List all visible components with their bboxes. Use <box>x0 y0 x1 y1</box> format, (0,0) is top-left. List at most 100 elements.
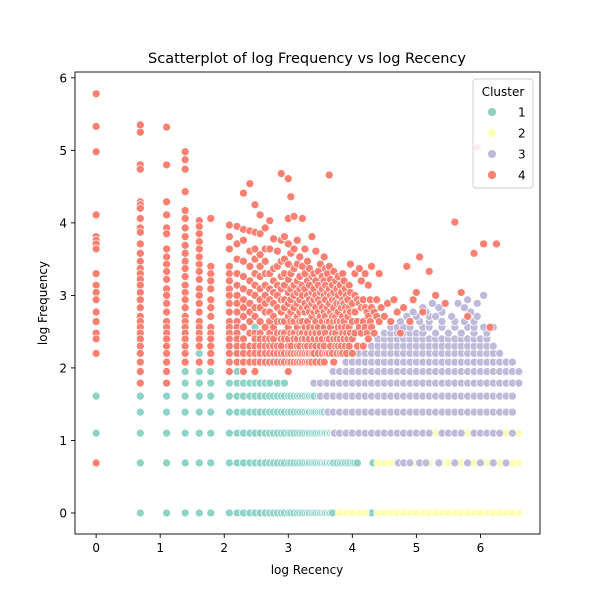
point-cluster-1 <box>180 458 190 468</box>
point-cluster-4 <box>162 378 171 388</box>
legend-title: Cluster <box>482 85 525 99</box>
point-cluster-4 <box>206 262 216 271</box>
point-cluster-4 <box>180 303 190 313</box>
point-cluster-4 <box>245 317 255 326</box>
plot-frame <box>74 71 541 535</box>
point-cluster-1 <box>91 428 101 438</box>
point-cluster-4 <box>194 229 204 239</box>
point-cluster-4 <box>206 276 216 286</box>
x-axis-label: log Recency <box>271 563 344 577</box>
y-tick-label: 3 <box>59 289 67 303</box>
point-cluster-4 <box>206 349 216 358</box>
point-cluster-4 <box>91 458 101 468</box>
point-cluster-4 <box>250 312 260 321</box>
point-cluster-4 <box>239 322 248 332</box>
point-cluster-4 <box>180 272 190 281</box>
point-cluster-4 <box>91 317 101 326</box>
point-cluster-4 <box>239 256 248 266</box>
point-cluster-4 <box>180 256 190 266</box>
point-cluster-4 <box>162 122 171 132</box>
point-cluster-4 <box>232 239 242 249</box>
point-cluster-1 <box>225 428 234 438</box>
point-cluster-4 <box>344 341 354 351</box>
point-cluster-4 <box>162 259 171 269</box>
series-cluster-2 <box>335 428 524 518</box>
point-cluster-4 <box>255 317 265 326</box>
point-cluster-4 <box>180 155 190 165</box>
point-cluster-3 <box>434 303 444 313</box>
point-cluster-4 <box>269 234 278 244</box>
point-cluster-1 <box>194 407 204 417</box>
point-cluster-4 <box>412 288 421 297</box>
y-axis: 0 1 2 3 4 5 6 <box>59 71 75 520</box>
point-cluster-4 <box>402 262 412 271</box>
y-tick-label: 1 <box>59 434 67 448</box>
point-cluster-3 <box>508 357 517 367</box>
point-cluster-4 <box>265 244 275 254</box>
point-cluster-4 <box>180 357 190 367</box>
point-cluster-2 <box>360 508 370 518</box>
point-cluster-3 <box>434 458 444 468</box>
point-cluster-1 <box>180 508 190 518</box>
point-cluster-1 <box>225 458 234 468</box>
point-cluster-4 <box>225 262 234 271</box>
legend-label-cluster-3: 3 <box>518 148 526 162</box>
point-cluster-4 <box>135 204 145 213</box>
point-cluster-4 <box>346 259 355 269</box>
point-cluster-4 <box>194 341 204 351</box>
point-cluster-3 <box>405 458 415 468</box>
point-cluster-1 <box>206 508 216 518</box>
point-cluster-1 <box>135 508 145 518</box>
point-cluster-1 <box>162 508 171 518</box>
legend-marker-cluster-1 <box>487 107 497 117</box>
point-cluster-4 <box>369 328 379 338</box>
point-cluster-4 <box>180 295 190 305</box>
legend-label-cluster-1: 1 <box>518 106 526 120</box>
point-cluster-4 <box>250 244 260 254</box>
point-cluster-4 <box>450 217 460 227</box>
point-cluster-4 <box>225 232 234 241</box>
point-cluster-4 <box>135 341 145 351</box>
point-cluster-4 <box>180 187 190 197</box>
point-cluster-4 <box>162 299 171 308</box>
point-cluster-4 <box>225 269 234 278</box>
point-cluster-4 <box>135 357 145 367</box>
point-cluster-4 <box>225 341 234 351</box>
point-cluster-4 <box>492 239 501 249</box>
point-cluster-1 <box>180 407 190 417</box>
point-cluster-4 <box>396 328 405 338</box>
y-axis-label: log Frequency <box>36 261 50 345</box>
point-cluster-4 <box>283 174 293 183</box>
point-cluster-3 <box>476 458 485 468</box>
point-cluster-4 <box>239 235 248 245</box>
point-cluster-3 <box>472 299 482 308</box>
point-cluster-4 <box>91 244 101 254</box>
point-cluster-4 <box>135 378 145 388</box>
point-cluster-3 <box>514 378 524 388</box>
point-cluster-4 <box>260 223 270 233</box>
point-cluster-1 <box>162 391 171 401</box>
point-cluster-4 <box>91 295 101 305</box>
point-cluster-4 <box>255 229 265 239</box>
point-cluster-4 <box>463 312 472 321</box>
point-cluster-2 <box>514 458 524 468</box>
point-cluster-4 <box>364 334 373 344</box>
point-cluster-4 <box>135 239 145 249</box>
point-cluster-4 <box>162 210 171 220</box>
point-cluster-4 <box>135 120 145 130</box>
point-cluster-1 <box>135 391 145 401</box>
point-cluster-4 <box>91 307 101 317</box>
point-cluster-4 <box>283 367 293 376</box>
point-cluster-3 <box>460 303 469 313</box>
point-cluster-4 <box>245 179 255 189</box>
point-cluster-4 <box>91 280 101 290</box>
point-cluster-4 <box>194 252 204 262</box>
legend-label-cluster-4: 4 <box>518 169 526 183</box>
point-cluster-4 <box>180 214 190 223</box>
x-tick-label: 1 <box>156 541 164 555</box>
point-cluster-4 <box>392 307 402 317</box>
point-cluster-3 <box>488 458 498 468</box>
point-cluster-3 <box>447 312 456 321</box>
point-cluster-1 <box>162 458 171 468</box>
point-cluster-4 <box>135 334 145 344</box>
